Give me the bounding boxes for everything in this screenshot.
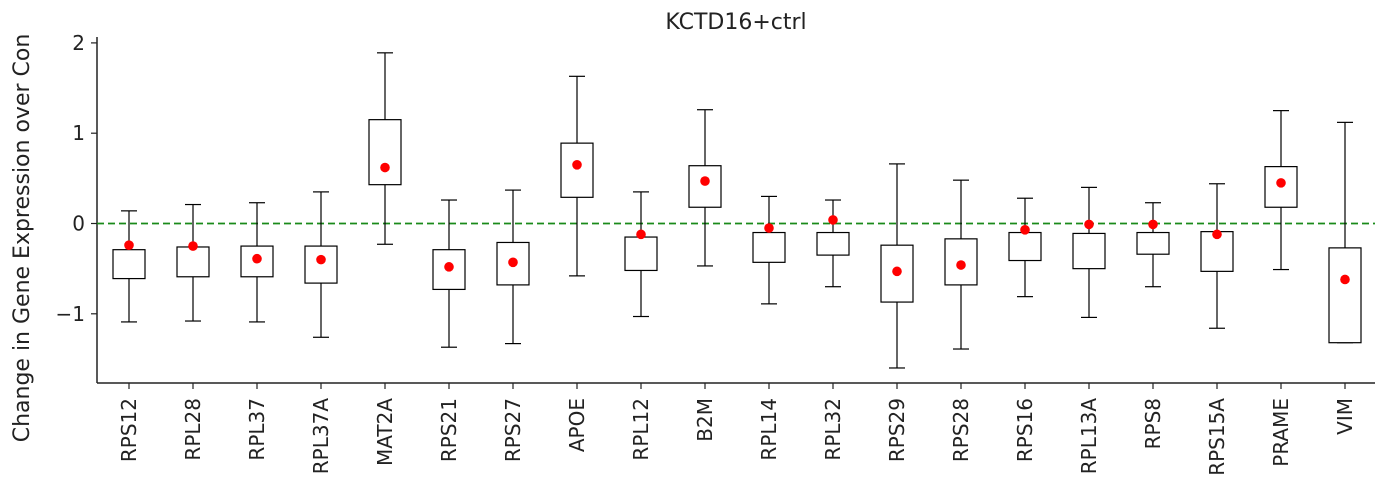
x-tick-label-mat2a: MAT2A xyxy=(373,398,397,466)
x-tick-label-rps15a: RPS15A xyxy=(1205,398,1229,476)
mean-marker xyxy=(892,266,902,277)
plot-area: 2 1 0 −1 RPS12 RPL28 RPL37 RPL37A MAT2A RPS21 RPS2… xyxy=(56,31,1375,476)
x-tick-label-rps12: RPS12 xyxy=(117,398,141,462)
x-tick-label-rpl14: RPL14 xyxy=(757,398,781,461)
box-rpl28 xyxy=(176,246,210,278)
mean-marker xyxy=(124,240,134,250)
mean-marker xyxy=(636,229,646,240)
box-rpl14 xyxy=(752,231,786,263)
x-tick-label-rps29: RPS29 xyxy=(885,398,909,462)
box-b2m xyxy=(688,165,722,208)
mean-marker xyxy=(316,254,326,265)
y-tick-label: 2 xyxy=(72,31,85,55)
y-tick-label: −1 xyxy=(56,302,85,326)
x-tick-label-rpl37: RPL37 xyxy=(245,398,269,461)
mean-marker xyxy=(956,260,966,270)
x-tick-label-rps27: RPS27 xyxy=(501,398,525,462)
x-tick-label-rpl32: RPL32 xyxy=(821,398,845,461)
mean-marker xyxy=(1340,274,1350,285)
y-tick-label: 1 xyxy=(72,121,85,145)
box-vim xyxy=(1328,247,1362,344)
x-tick-label-rps16: RPS16 xyxy=(1013,398,1037,462)
mean-marker xyxy=(1212,229,1222,240)
mean-marker xyxy=(508,257,518,268)
box-rpl13a xyxy=(1072,232,1106,270)
box-rpl32 xyxy=(816,231,850,256)
x-tick-label-prame: PRAME xyxy=(1269,398,1293,467)
mean-marker xyxy=(1276,178,1286,188)
mean-marker xyxy=(700,176,710,186)
box-rpl37 xyxy=(240,245,274,278)
box-rps16 xyxy=(1008,231,1042,262)
mean-marker xyxy=(1084,219,1094,230)
x-tick-label-rpl13a: RPL13A xyxy=(1077,398,1101,475)
box-apoe xyxy=(560,142,594,198)
x-tick-label-rps28: RPS28 xyxy=(949,398,973,462)
box-rpl12 xyxy=(624,236,658,272)
box-rps8 xyxy=(1136,231,1170,255)
x-tick-label-b2m: B2M xyxy=(693,398,717,442)
y-axis-label: Change in Gene Expression over Con xyxy=(10,34,35,443)
mean-marker xyxy=(444,262,454,272)
x-tick-label-vim: VIM xyxy=(1333,398,1357,435)
mean-marker xyxy=(380,162,390,173)
x-tick-label-rpl12: RPL12 xyxy=(629,398,653,461)
mean-marker xyxy=(1148,219,1158,230)
mean-marker xyxy=(252,253,262,264)
mean-marker xyxy=(572,160,582,170)
mean-marker xyxy=(828,215,838,225)
y-tick-label: 0 xyxy=(72,212,85,236)
x-tick-label-rps21: RPS21 xyxy=(437,398,461,462)
x-tick-label-apoe: APOE xyxy=(565,398,589,452)
box-rpl37a xyxy=(304,245,338,284)
x-tick-label-rps8: RPS8 xyxy=(1141,398,1165,449)
mean-marker xyxy=(188,241,198,251)
box-rps12 xyxy=(112,249,146,280)
x-tick-label-rpl28: RPL28 xyxy=(181,398,205,461)
mean-marker xyxy=(1020,225,1030,235)
mean-marker xyxy=(764,223,774,233)
box-mat2a xyxy=(368,119,402,186)
x-tick-label-rpl37a: RPL37A xyxy=(309,398,333,475)
chart-title: KCTD16+ctrl xyxy=(665,10,806,35)
